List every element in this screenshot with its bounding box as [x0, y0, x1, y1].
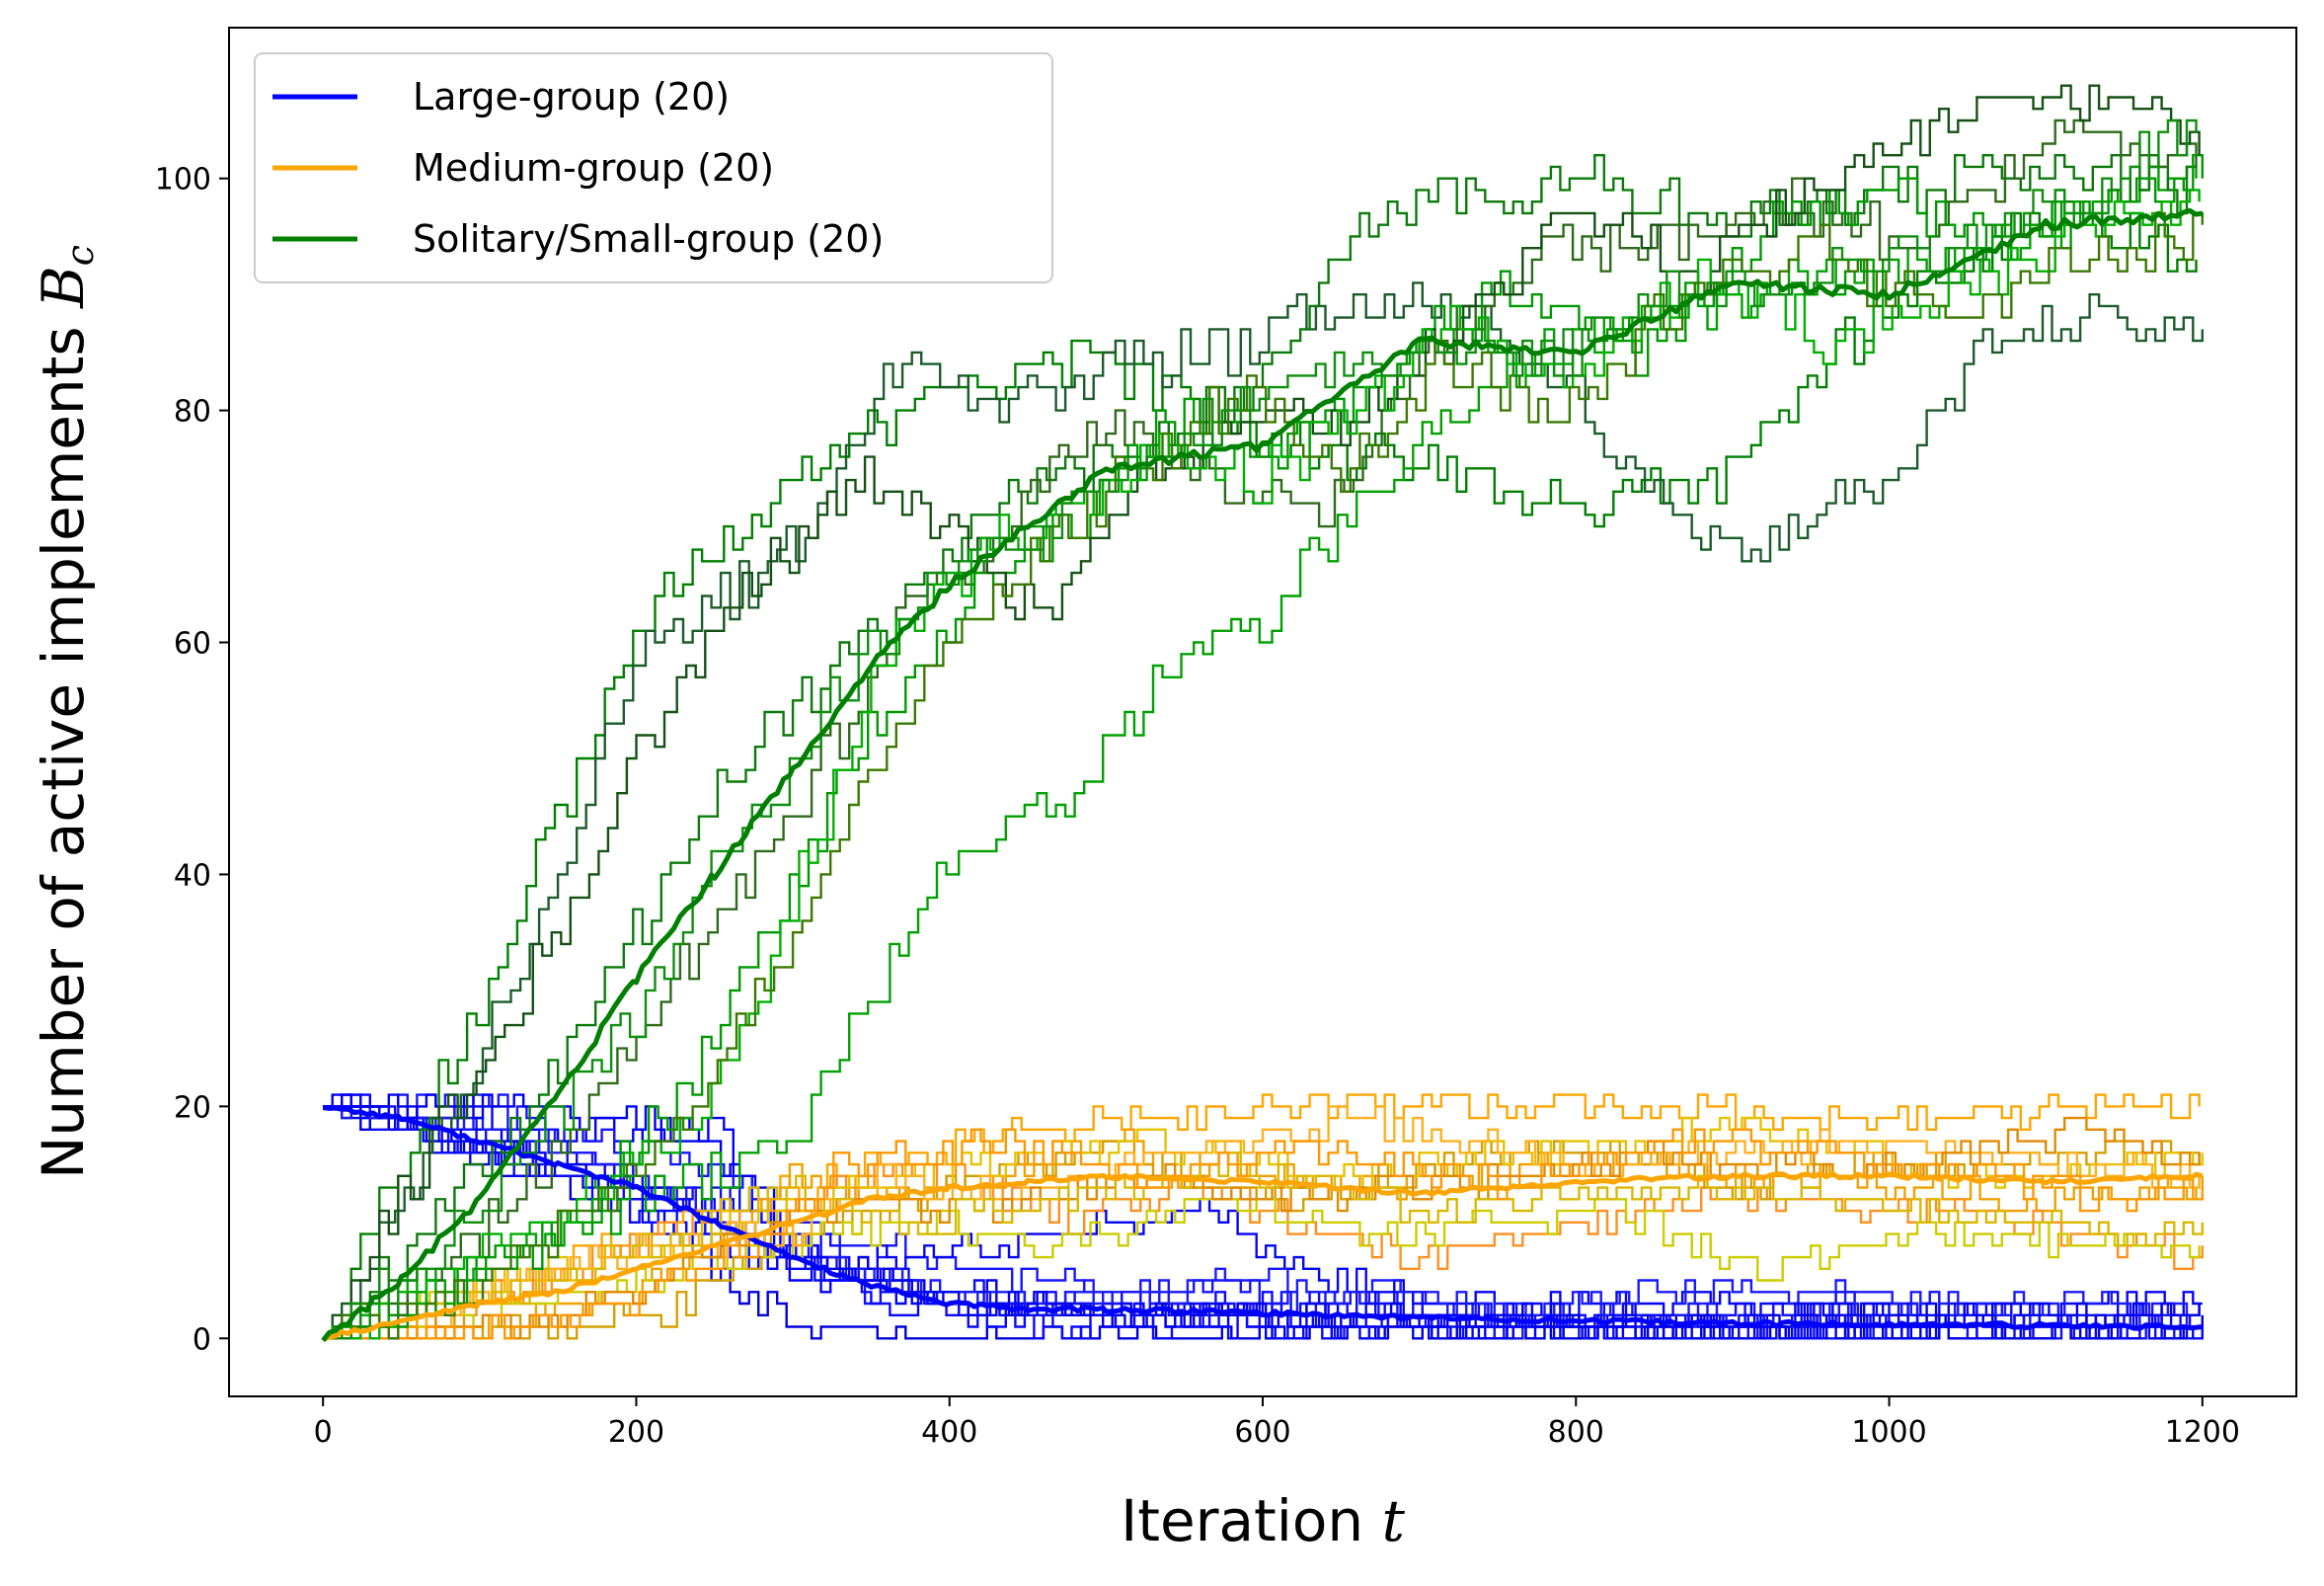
y-tick-label: 40: [174, 858, 211, 893]
run-line-3-2: [323, 281, 2204, 1340]
x-axis-label-text: Iteration: [1121, 1487, 1363, 1554]
x-tick-label: 400: [921, 1415, 977, 1450]
y-axis-ticks: 0 20 40 60 80 100: [155, 163, 229, 1357]
run-line-2-10: [323, 1128, 2204, 1340]
x-tick-label: 1200: [2165, 1415, 2240, 1450]
legend-label-3: Solitary/Small-group (20): [413, 217, 884, 261]
legend-box: [254, 52, 1053, 283]
x-tick-label: 0: [314, 1415, 333, 1450]
run-lines: [323, 84, 2204, 1340]
legend-label-2: Medium-group (20): [413, 146, 774, 190]
run-line-1-5: [323, 1093, 2200, 1328]
mean-lines: [321, 207, 2204, 1342]
run-line-2-6: [323, 1198, 2201, 1340]
run-line-3-8: [323, 189, 2201, 1340]
x-axis-ticks: 0 200 400 600 800 1000 1200: [314, 1396, 2240, 1450]
y-tick-label: 0: [193, 1322, 211, 1357]
mean-line-3: [321, 207, 2204, 1342]
legend-label-1: Large-group (20): [413, 75, 730, 119]
x-tick-label: 200: [608, 1415, 664, 1450]
legend: Large-group (20) Medium-group (20) Solitar…: [254, 52, 1053, 283]
run-line-2-2: [323, 1128, 2198, 1340]
x-tick-label: 800: [1548, 1415, 1604, 1450]
y-tick-label: 100: [155, 163, 211, 198]
y-axis-label-text: Number of active implements: [30, 326, 97, 1179]
run-line-2-8: [323, 1116, 2201, 1340]
y-axis-title: Number of active implements Bc: [30, 245, 102, 1179]
x-tick-label: 600: [1234, 1415, 1290, 1450]
y-axis-symbol: B: [30, 266, 97, 309]
y-tick-label: 60: [174, 627, 211, 662]
x-axis-symbol: t: [1382, 1487, 1406, 1554]
x-axis-title: Iteration t: [1121, 1487, 1405, 1554]
mean-line-2: [322, 1171, 2204, 1342]
run-line-2-7: [323, 1105, 2201, 1340]
run-line-3-3: [323, 165, 2198, 1340]
y-axis-subscript: c: [58, 245, 102, 266]
run-line-3-10: [323, 119, 2198, 1340]
y-tick-label: 20: [174, 1090, 211, 1125]
x-tick-label: 1000: [1851, 1415, 1926, 1450]
mean-line-1: [322, 1105, 2204, 1331]
y-tick-label: 80: [174, 395, 211, 430]
